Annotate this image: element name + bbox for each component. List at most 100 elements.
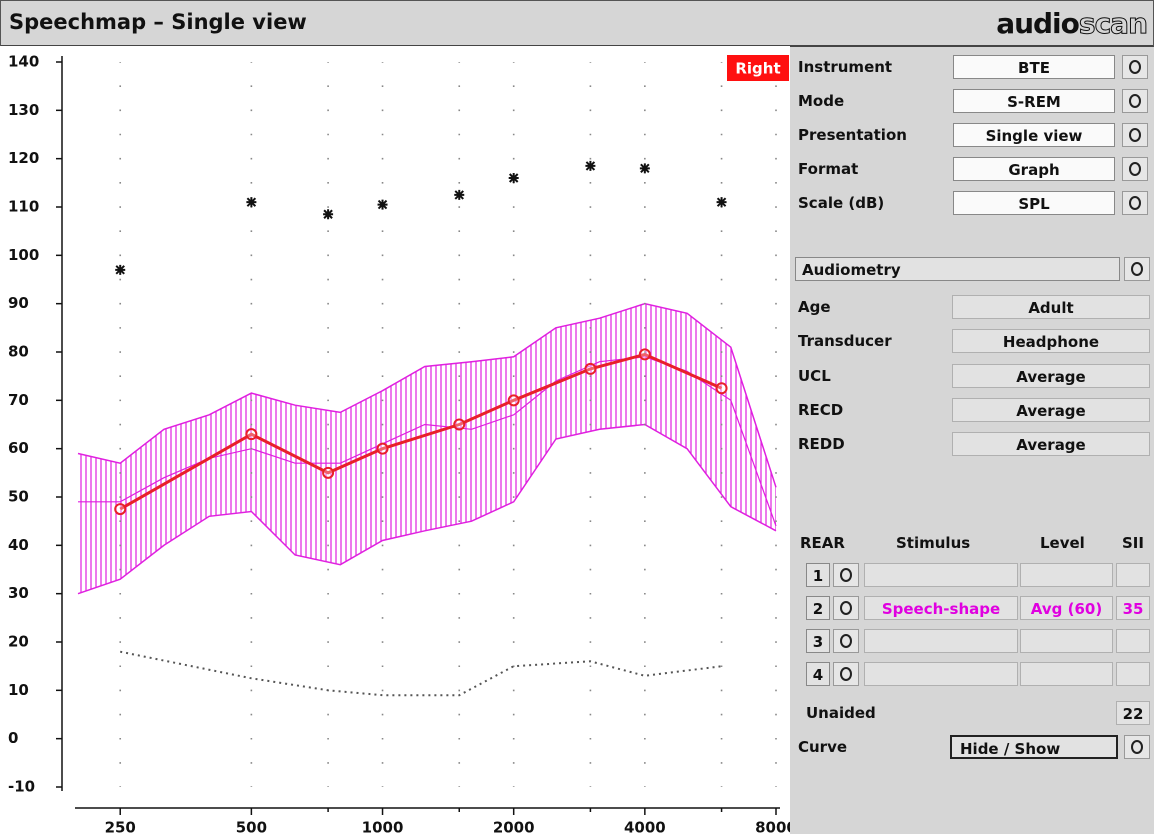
y-tick-label: 90 [8, 294, 29, 312]
rear-number[interactable]: 1 [806, 563, 830, 587]
ucl-marker [585, 160, 596, 171]
aided-marker [715, 382, 728, 395]
rear-number[interactable]: 2 [806, 596, 830, 620]
y-tick-label: 0 [8, 729, 18, 747]
setting-value[interactable]: BTE [953, 55, 1115, 79]
speech-band-lower [77, 423, 777, 595]
x-tick-label: 500 [236, 819, 267, 834]
setting-label: Format [798, 160, 859, 178]
rear-header: SII [1122, 534, 1144, 552]
setting-button[interactable] [1122, 157, 1148, 181]
rear-number[interactable]: 3 [806, 629, 830, 653]
y-tick-label: 40 [8, 536, 29, 554]
curve-button[interactable]: Hide / Show [950, 735, 1118, 759]
x-tick-label: 1000 [362, 819, 404, 834]
y-tick-label: 50 [8, 488, 29, 506]
ucl-marker [377, 199, 388, 210]
audiometry-label: REDD [798, 435, 845, 453]
unaided-label: Unaided [806, 704, 876, 722]
y-tick-label: 130 [8, 101, 39, 119]
aided-marker [376, 442, 389, 455]
aided-marker [453, 418, 466, 431]
aided-marker [245, 428, 258, 441]
setting-value[interactable]: S-REM [953, 89, 1115, 113]
setting-label: Instrument [798, 58, 893, 76]
rear-sii [1116, 629, 1150, 653]
audiometry-button[interactable]: Audiometry [795, 257, 1120, 281]
rear-stimulus [864, 629, 1018, 653]
audiometry-toggle[interactable] [1124, 257, 1150, 281]
ucl-marker [115, 264, 126, 275]
rear-toggle[interactable] [833, 662, 859, 686]
y-tick-label: 60 [8, 439, 29, 457]
y-tick-label: 20 [8, 633, 29, 651]
audiometry-value: Average [952, 398, 1150, 422]
curve-label: Curve [798, 738, 848, 756]
setting-value[interactable]: SPL [953, 191, 1115, 215]
rear-header: REAR [800, 534, 845, 552]
setting-label: Presentation [798, 126, 907, 144]
setting-label: Mode [798, 92, 845, 110]
speech-band-fill [78, 303, 776, 594]
rear-level [1020, 662, 1113, 686]
y-tick-label: 140 [8, 53, 39, 71]
rear-header: Level [1040, 534, 1085, 552]
y-tick-label: 100 [8, 246, 39, 264]
ear-badge [727, 55, 789, 81]
x-tick-label: 8000 [755, 819, 790, 834]
setting-button[interactable] [1122, 123, 1148, 147]
ucl-marker [508, 173, 519, 183]
aided-marker [584, 362, 597, 375]
ear-badge-label: Right [735, 60, 780, 78]
ucl-marker [716, 197, 727, 208]
ucl-marker [639, 163, 650, 174]
setting-button[interactable] [1122, 55, 1148, 79]
audiometry-label: UCL [798, 367, 831, 385]
rear-level [1020, 563, 1113, 587]
y-tick-label: 110 [8, 198, 39, 216]
aided-line [119, 352, 723, 511]
rear-toggle[interactable] [833, 596, 859, 620]
window-title: Speechmap – Single view [9, 10, 307, 34]
setting-button[interactable] [1122, 89, 1148, 113]
rear-sii [1116, 662, 1150, 686]
rear-sii: 35 [1116, 596, 1150, 620]
title-bar: Speechmap – Single view audioscan [0, 0, 1154, 47]
logo-part: scan [1078, 7, 1148, 41]
rear-header: Stimulus [896, 534, 971, 552]
y-tick-label: 30 [8, 584, 29, 602]
rear-toggle[interactable] [833, 563, 859, 587]
speech-band-upper [77, 302, 777, 488]
ucl-marker [454, 189, 465, 200]
x-tick-label: 250 [105, 819, 136, 834]
rear-stimulus [864, 662, 1018, 686]
y-tick-label: -10 [8, 778, 35, 796]
rear-toggle[interactable] [833, 629, 859, 653]
chart: 250 500 1000 2000 4000 8000 -10 0 10 20 30 40 50 60 70… [0, 46, 790, 834]
aided-marker [638, 348, 651, 361]
y-tick-label: 10 [8, 681, 29, 699]
x-tick-label: 2000 [493, 819, 535, 834]
setting-button[interactable] [1122, 191, 1148, 215]
curve-toggle[interactable] [1124, 735, 1150, 759]
ucl-marker [246, 197, 257, 208]
y-tick-label: 80 [8, 343, 29, 361]
aided-marker [114, 503, 127, 516]
x-tick-label: 4000 [624, 819, 666, 834]
rear-number[interactable]: 4 [806, 662, 830, 686]
aided-marker [322, 466, 335, 479]
unaided-value: 22 [1116, 701, 1150, 725]
setting-label: Scale (dB) [798, 194, 885, 212]
y-tick-label: 70 [8, 391, 29, 409]
logo: audioscan [996, 7, 1148, 41]
audiometry-value: Headphone [952, 329, 1150, 353]
ucl-marker [323, 209, 334, 220]
rear-stimulus [864, 563, 1018, 587]
rear-stimulus: Speech-shape [864, 596, 1018, 620]
rear-level [1020, 629, 1113, 653]
audiometry-label: RECD [798, 401, 844, 419]
setting-value[interactable]: Graph [953, 157, 1115, 181]
setting-value[interactable]: Single view [953, 123, 1115, 147]
rear-level: Avg (60) [1020, 596, 1113, 620]
